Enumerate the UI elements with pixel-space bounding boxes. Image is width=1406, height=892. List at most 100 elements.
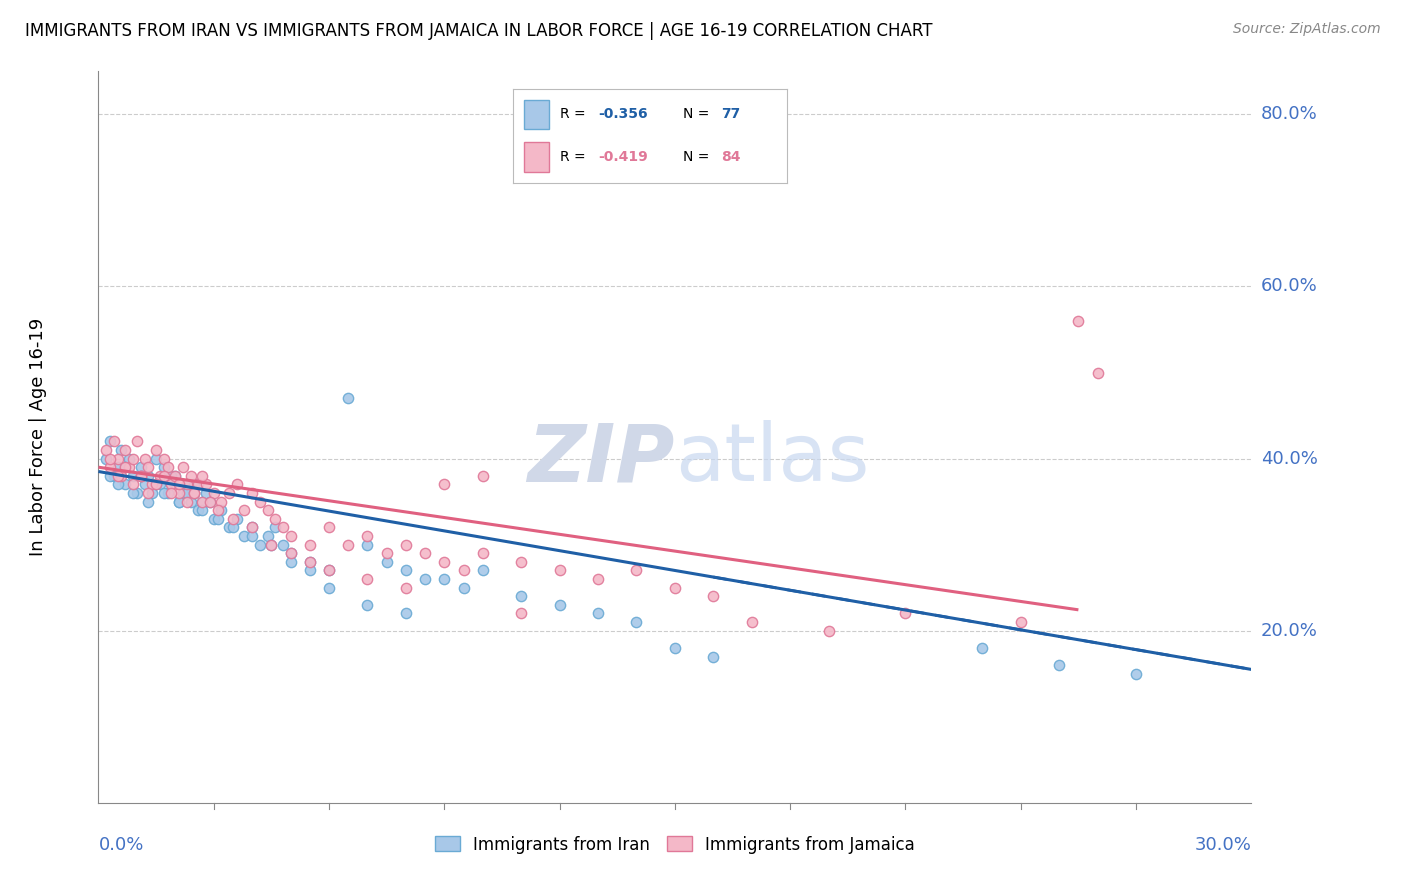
- Point: [138, 494, 160, 508]
- Text: atlas: atlas: [675, 420, 869, 498]
- Point: [375, 555, 398, 569]
- Point: [453, 581, 475, 595]
- Point: [165, 468, 187, 483]
- Point: [1047, 658, 1070, 673]
- Point: [98, 468, 121, 483]
- Point: [280, 546, 302, 560]
- Point: [222, 512, 245, 526]
- Point: [176, 494, 198, 508]
- Point: [233, 503, 256, 517]
- Point: [152, 468, 174, 483]
- Point: [129, 468, 152, 483]
- Point: [298, 538, 321, 552]
- Point: [218, 520, 240, 534]
- Point: [176, 486, 198, 500]
- Point: [103, 468, 125, 483]
- Point: [107, 477, 129, 491]
- Point: [152, 486, 174, 500]
- Point: [894, 607, 917, 621]
- Text: 0.0%: 0.0%: [98, 836, 143, 854]
- Point: [160, 477, 183, 491]
- Point: [222, 520, 245, 534]
- Point: [298, 555, 321, 569]
- Legend: Immigrants from Iran, Immigrants from Jamaica: Immigrants from Iran, Immigrants from Ja…: [429, 829, 921, 860]
- Text: 30.0%: 30.0%: [1195, 836, 1251, 854]
- Point: [110, 442, 132, 457]
- Point: [395, 607, 418, 621]
- Point: [138, 486, 160, 500]
- Point: [129, 468, 152, 483]
- Point: [183, 486, 205, 500]
- Point: [94, 442, 117, 457]
- Point: [510, 589, 533, 603]
- Point: [94, 451, 117, 466]
- Point: [280, 529, 302, 543]
- Point: [180, 468, 202, 483]
- Point: [180, 494, 202, 508]
- Point: [271, 538, 294, 552]
- Point: [471, 468, 494, 483]
- Text: N =: N =: [683, 150, 714, 163]
- Point: [318, 581, 340, 595]
- Point: [510, 555, 533, 569]
- Point: [741, 615, 763, 629]
- Point: [1125, 666, 1147, 681]
- Point: [191, 494, 214, 508]
- Point: [122, 468, 145, 483]
- Text: 84: 84: [721, 150, 741, 163]
- Point: [260, 538, 283, 552]
- Point: [249, 494, 271, 508]
- Point: [176, 477, 198, 491]
- Point: [264, 520, 287, 534]
- Point: [433, 572, 456, 586]
- Text: -0.356: -0.356: [598, 108, 648, 121]
- Point: [702, 649, 724, 664]
- Point: [160, 468, 183, 483]
- Point: [280, 546, 302, 560]
- Point: [471, 564, 494, 578]
- Point: [318, 564, 340, 578]
- Point: [122, 486, 145, 500]
- Point: [141, 477, 163, 491]
- Point: [118, 460, 141, 475]
- Point: [207, 512, 229, 526]
- Point: [103, 434, 125, 449]
- Point: [107, 460, 129, 475]
- Point: [240, 520, 263, 534]
- Point: [172, 460, 194, 475]
- Point: [187, 503, 209, 517]
- Point: [413, 572, 436, 586]
- Point: [318, 520, 340, 534]
- Point: [138, 460, 160, 475]
- Point: [187, 477, 209, 491]
- Point: [167, 477, 190, 491]
- Bar: [524, 100, 548, 129]
- Point: [125, 486, 148, 500]
- Point: [167, 494, 190, 508]
- Point: [107, 451, 129, 466]
- Point: [817, 624, 839, 638]
- Point: [510, 607, 533, 621]
- Point: [152, 460, 174, 475]
- Point: [107, 468, 129, 483]
- Point: [664, 640, 686, 655]
- Point: [149, 477, 172, 491]
- Point: [433, 477, 456, 491]
- Point: [298, 564, 321, 578]
- Point: [114, 460, 136, 475]
- Point: [122, 477, 145, 491]
- Point: [356, 538, 378, 552]
- Point: [240, 529, 263, 543]
- Text: 20.0%: 20.0%: [1261, 622, 1317, 640]
- Point: [183, 486, 205, 500]
- Point: [145, 442, 167, 457]
- Point: [356, 598, 378, 612]
- Point: [337, 538, 360, 552]
- Point: [129, 468, 152, 483]
- Point: [586, 607, 609, 621]
- Text: 40.0%: 40.0%: [1261, 450, 1317, 467]
- Text: ZIP: ZIP: [527, 420, 675, 498]
- Point: [129, 460, 152, 475]
- Point: [375, 546, 398, 560]
- Point: [218, 486, 240, 500]
